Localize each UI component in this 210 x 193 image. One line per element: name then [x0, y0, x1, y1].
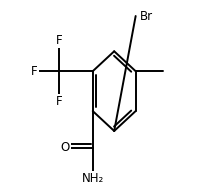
Text: F: F: [56, 95, 62, 108]
Text: F: F: [56, 34, 62, 47]
Text: F: F: [31, 65, 38, 78]
Text: Br: Br: [140, 9, 153, 23]
Text: NH₂: NH₂: [82, 172, 104, 185]
Text: O: O: [60, 141, 70, 154]
